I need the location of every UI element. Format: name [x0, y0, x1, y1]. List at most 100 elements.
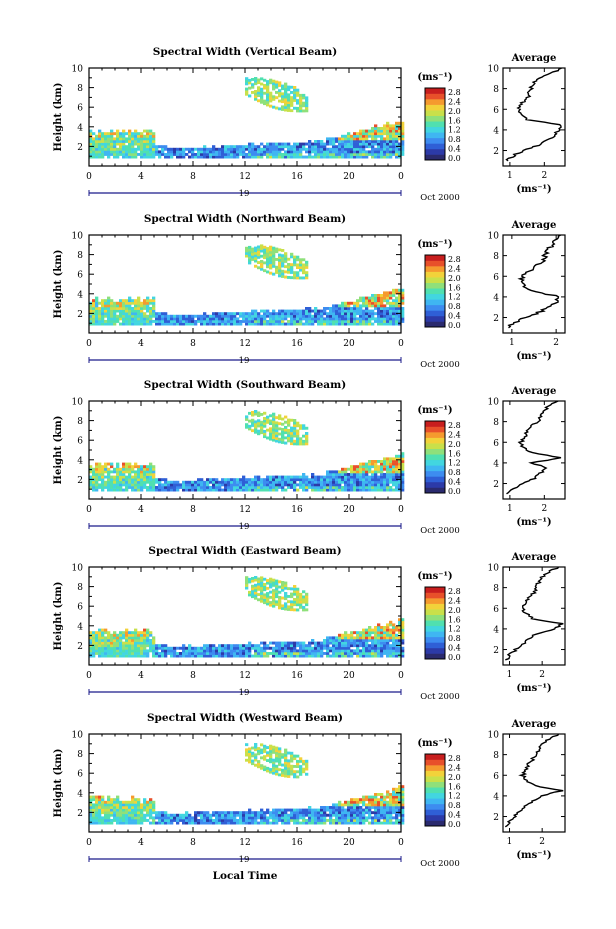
heatmap-cell: [155, 312, 159, 316]
heatmap-cell: [92, 307, 96, 310]
heatmap-cell: [374, 488, 378, 492]
heatmap-cell: [125, 486, 129, 489]
heatmap-cell: [359, 649, 363, 653]
heatmap-cell: [368, 488, 372, 492]
heatmap-cell: [182, 155, 186, 159]
heatmap-cell: [107, 798, 111, 802]
heatmap-cell: [338, 147, 342, 151]
heatmap-cell: [392, 646, 396, 650]
heatmap-cell: [377, 147, 381, 151]
heatmap-cell: [356, 800, 360, 804]
heatmap-cell: [110, 800, 114, 804]
heatmap-cell: [305, 654, 309, 658]
heatmap-cell: [158, 483, 162, 487]
heatmap-cell: [209, 646, 213, 650]
heatmap-cell: [122, 137, 126, 141]
heatmap-cell: [275, 641, 279, 645]
heatmap-cell: [221, 155, 225, 159]
heatmap-cell: [254, 596, 258, 600]
heatmap-cell: [98, 798, 102, 802]
heatmap-cell: [140, 470, 144, 474]
heatmap-cell: [272, 594, 276, 598]
heatmap-cell: [386, 633, 390, 637]
heatmap-cell: [215, 813, 219, 817]
heatmap-cell: [128, 811, 132, 815]
heatmap-cell: [146, 155, 150, 159]
heatmap-cell: [383, 465, 387, 469]
heatmap-cell: [380, 633, 384, 637]
heatmap-cell: [284, 322, 288, 326]
heatmap-cell: [398, 488, 402, 492]
heatmap-cell: [401, 646, 405, 650]
heatmap-cell: [377, 475, 381, 479]
heatmap-cell: [395, 134, 399, 138]
heatmap-cell: [344, 304, 348, 308]
heatmap-cell: [104, 465, 108, 469]
heatmap-cell: [287, 312, 291, 316]
heatmap-cell: [143, 486, 147, 489]
heatmap-cell: [122, 649, 126, 653]
heatmap-cell: [296, 590, 300, 594]
heatmap-cell: [209, 480, 213, 484]
heatmap-cell: [110, 129, 114, 133]
heatmap-cell: [323, 821, 327, 825]
heatmap-cell: [257, 816, 261, 820]
heatmap-cell: [278, 808, 282, 812]
heatmap-cell: [293, 808, 297, 812]
heatmap-cell: [362, 134, 366, 138]
heatmap-cell: [302, 475, 306, 479]
heatmap-cell: [293, 147, 297, 151]
heatmap-cell: [170, 646, 174, 650]
heatmap-cell: [95, 153, 99, 156]
heatmap-cell: [290, 816, 294, 820]
heatmap-cell: [293, 309, 297, 313]
heatmap-cell: [395, 129, 399, 133]
heatmap-cell: [329, 317, 333, 321]
heatmap-cell: [251, 320, 255, 323]
heatmap-cell: [383, 294, 387, 297]
heatmap-cell: [161, 478, 165, 482]
heatmap-cell: [125, 813, 129, 817]
heatmap-cell: [284, 254, 288, 258]
heatmap-cell: [401, 288, 405, 292]
heatmap-cell: [248, 245, 252, 249]
heatmap-cell: [248, 261, 252, 265]
heatmap-cell: [275, 486, 279, 489]
heatmap-cell: [113, 819, 117, 822]
heatmap-cell: [215, 821, 219, 825]
heatmap-cell: [269, 816, 273, 820]
heatmap-cell: [287, 270, 291, 274]
heatmap-cell: [353, 644, 357, 648]
heatmap-cell: [296, 258, 300, 262]
heatmap-cell: [341, 322, 345, 326]
heatmap-cell: [245, 578, 249, 582]
heatmap-cell: [194, 652, 198, 655]
heatmap-cell: [266, 652, 270, 655]
heatmap-cell: [347, 301, 351, 305]
heatmap-cell: [149, 320, 153, 323]
heatmap-cell: [290, 276, 294, 280]
heatmap-cell: [113, 798, 117, 802]
heatmap-cell: [275, 439, 279, 443]
heatmap-cell: [188, 819, 192, 822]
heatmap-cell: [362, 301, 366, 305]
heatmap-cell: [329, 475, 333, 479]
heatmap-cell: [356, 301, 360, 305]
heatmap-cell: [389, 320, 393, 323]
heatmap-cell: [95, 806, 99, 809]
heatmap-cell: [134, 309, 138, 313]
heatmap-cell: [365, 134, 369, 138]
heatmap-cell: [389, 309, 393, 313]
heatmap-cell: [269, 478, 273, 482]
heatmap-cell: [239, 816, 243, 820]
heatmap-cell: [230, 813, 234, 817]
heatmap-cell: [116, 646, 120, 650]
heatmap-cell: [326, 150, 330, 154]
heatmap-cell: [341, 155, 345, 159]
heatmap-cell: [260, 649, 264, 653]
heatmap-cell: [227, 488, 231, 492]
heatmap-cell: [233, 813, 237, 817]
heatmap-cell: [125, 646, 129, 650]
heatmap-cell: [191, 320, 195, 323]
heatmap-cell: [311, 314, 315, 318]
